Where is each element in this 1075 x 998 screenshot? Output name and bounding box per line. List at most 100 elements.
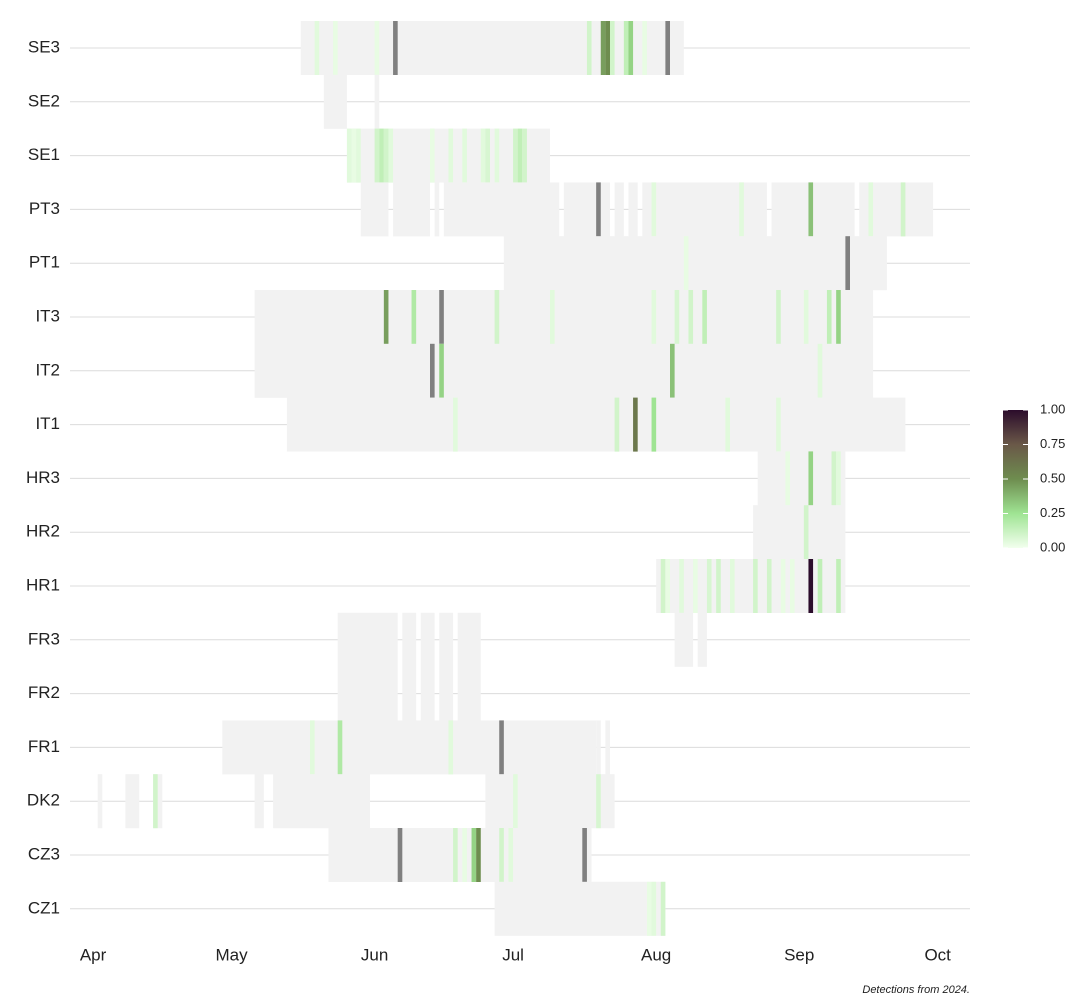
sampled-span (614, 182, 624, 237)
detection-cell (314, 21, 320, 75)
x-tick-label: Aug (641, 945, 671, 964)
sampled-span (254, 290, 874, 344)
detection-cell (628, 21, 634, 75)
sampled-span (485, 774, 615, 829)
sampled-span (323, 74, 347, 129)
detection-cell (702, 290, 707, 344)
sampled-span (328, 828, 592, 882)
row-label: IT3 (35, 306, 60, 325)
detection-cell (670, 343, 675, 398)
sampled-span (337, 612, 398, 667)
detection-cell (766, 559, 772, 613)
detection-cell (494, 290, 500, 344)
sampled-span (300, 21, 684, 75)
detection-cell (651, 290, 657, 344)
detection-cell (836, 451, 841, 506)
detection-cell (388, 128, 394, 183)
detection-cell (586, 21, 592, 75)
sampled-span (494, 881, 666, 936)
detection-cell (808, 182, 814, 237)
row-label: IT1 (35, 414, 60, 433)
sampled-span (97, 774, 103, 829)
gray-day (665, 21, 670, 75)
detection-cell (646, 881, 652, 936)
detection-cell (776, 397, 781, 452)
x-tick-label: Jun (361, 945, 388, 964)
row-label: DK2 (27, 791, 60, 810)
detection-cell (808, 559, 814, 613)
sampled-span (563, 182, 610, 237)
caption: Detections from 2024. (862, 984, 970, 996)
detection-cell (462, 828, 467, 882)
sampled-span (286, 397, 906, 452)
x-tick-label: Oct (924, 945, 951, 964)
detection-cell (480, 128, 486, 183)
detection-cell (337, 720, 343, 775)
detection-cell (153, 774, 158, 829)
detection-cell (817, 559, 823, 613)
detection-cell (448, 720, 454, 775)
sampled-span (420, 666, 435, 721)
detection-cell (679, 559, 684, 613)
gray-day (596, 182, 601, 237)
gray-day (499, 720, 504, 775)
gray-day (845, 236, 850, 291)
detection-cell (333, 21, 338, 75)
sampled-span (393, 182, 430, 237)
sampled-span (596, 720, 601, 775)
sampled-span (443, 182, 560, 237)
gray-day (397, 828, 403, 882)
row-label: SE1 (28, 145, 60, 164)
sampled-span (439, 666, 454, 721)
row-label: FR3 (28, 629, 60, 648)
row-label: PT1 (29, 253, 60, 272)
detection-cell (803, 290, 809, 344)
gray-day (439, 290, 444, 344)
x-tick-label: May (215, 945, 248, 964)
sampled-span (402, 666, 417, 721)
axes: SE3 SE2 SE1 PT3 PT1 IT3 IT2 IT1 HR3 HR2 HR1 FR3 FR2 F… (26, 37, 951, 964)
sampled-span (374, 74, 380, 129)
detection-cell (439, 343, 444, 398)
detection-cell (739, 182, 744, 237)
detection-cell (674, 290, 680, 344)
sampled-span (402, 612, 417, 667)
x-tick-label: Apr (80, 945, 107, 964)
sampled-span (439, 612, 454, 667)
sampled-span (503, 236, 887, 291)
sampled-span (254, 343, 874, 398)
detection-cell (651, 182, 657, 237)
row-label: IT2 (35, 360, 60, 379)
sampled-span (222, 720, 597, 775)
row-label: SE2 (28, 91, 60, 110)
detection-cell (411, 290, 417, 344)
detection-cell (716, 559, 721, 613)
sampled-span (697, 612, 707, 667)
sampled-span (125, 774, 140, 829)
sampled-span (434, 182, 440, 237)
colorbar-label: 1.00 (1040, 401, 1065, 416)
detection-cell (780, 559, 786, 613)
detection-cell (803, 505, 809, 560)
detection-cell (808, 451, 814, 506)
detection-cell (508, 828, 514, 882)
detection-cell (550, 290, 555, 344)
sampled-span (656, 559, 846, 613)
detection-cell (826, 290, 832, 344)
detection-cell (356, 128, 361, 183)
detection-cell (623, 21, 629, 75)
detection-cell (605, 21, 610, 75)
detection-cell (817, 343, 823, 398)
colorbar-label: 0.00 (1040, 539, 1065, 554)
detection-cell (614, 397, 620, 452)
row-label: HR1 (26, 575, 60, 594)
detection-cell (346, 128, 352, 183)
detection-cell (448, 128, 454, 183)
detection-cell (730, 559, 735, 613)
sampled-span (360, 182, 389, 237)
detection-cell (683, 236, 689, 291)
sampled-span (254, 774, 264, 829)
detection-cell (374, 128, 380, 183)
detection-cell (513, 774, 518, 829)
